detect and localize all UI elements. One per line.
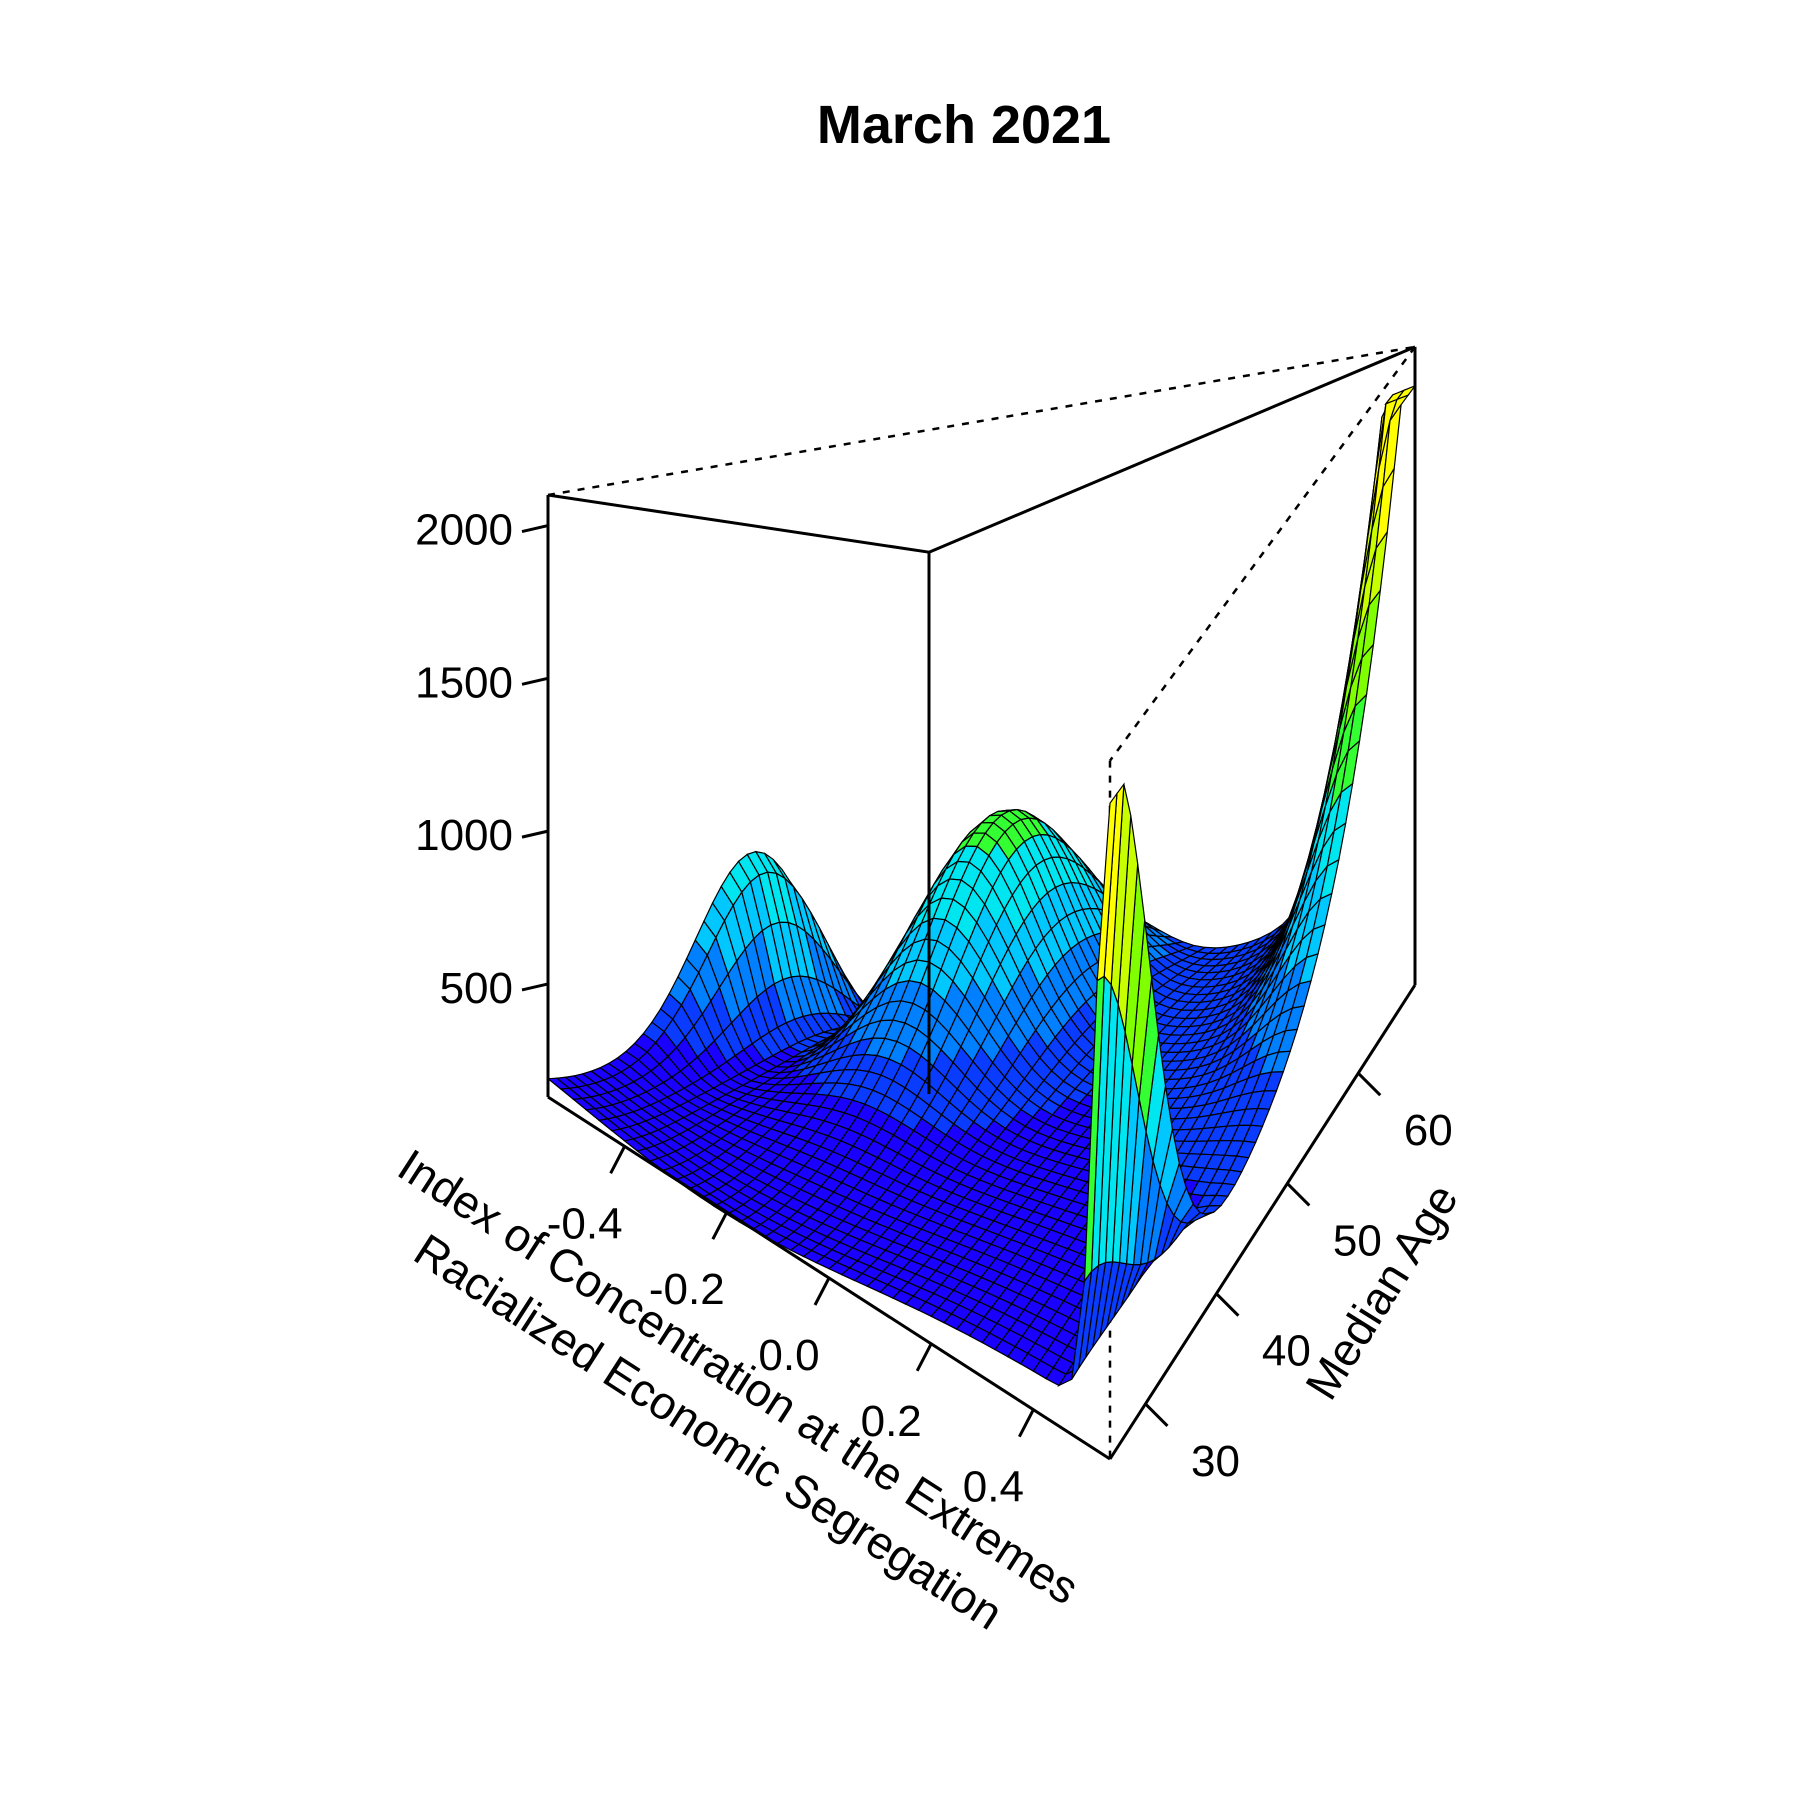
surface-facet <box>1096 791 1118 982</box>
box-edge-1 <box>1108 984 1417 1460</box>
x-tick-label: -0.4 <box>547 1199 623 1248</box>
x-tick-label: 0.4 <box>963 1463 1024 1512</box>
axis-ticks: -0.4 -0.2 0.0 0.2 0.4 30 40 50 60 500 1000 1500 2000 <box>415 506 1453 1512</box>
hidden-edge-1 <box>1108 346 1417 762</box>
x-tick-label: -0.2 <box>649 1265 725 1314</box>
chart-title: March 2021 <box>817 95 1111 155</box>
z-tick-label: 1500 <box>415 658 513 707</box>
x-tick-mark <box>711 1211 729 1240</box>
y-tick-label: 30 <box>1191 1437 1240 1486</box>
x-tick-mark <box>813 1277 831 1306</box>
y-tick-label: 40 <box>1262 1327 1311 1376</box>
z-tick-mark <box>521 982 549 992</box>
z-tick-label: 500 <box>440 964 513 1013</box>
y-tick-label: 60 <box>1404 1106 1453 1155</box>
z-tick-mark <box>521 829 549 839</box>
y-axis-title: Median Age <box>1295 1175 1468 1409</box>
surface-mesh <box>546 384 1417 1387</box>
z-tick-mark <box>521 524 549 534</box>
x-tick-label: 0.0 <box>758 1331 819 1380</box>
z-tick-mark <box>521 676 549 686</box>
box-edge-5 <box>547 493 930 554</box>
z-tick-label: 2000 <box>415 506 513 555</box>
hidden-edge-0 <box>547 345 1416 497</box>
z-tick-label: 1000 <box>415 811 513 860</box>
y-tick-label: 50 <box>1333 1216 1382 1265</box>
x-tick-mark <box>609 1145 626 1175</box>
y-tick-mark <box>1357 1072 1382 1097</box>
box-edge-6 <box>928 345 1416 554</box>
y-tick-mark <box>1286 1182 1311 1207</box>
x-tick-label: 0.2 <box>861 1397 922 1446</box>
y-tick-mark <box>1215 1292 1240 1317</box>
x-tick-mark <box>1018 1408 1035 1438</box>
x-tick-mark <box>915 1343 933 1372</box>
y-tick-mark <box>1144 1402 1169 1427</box>
